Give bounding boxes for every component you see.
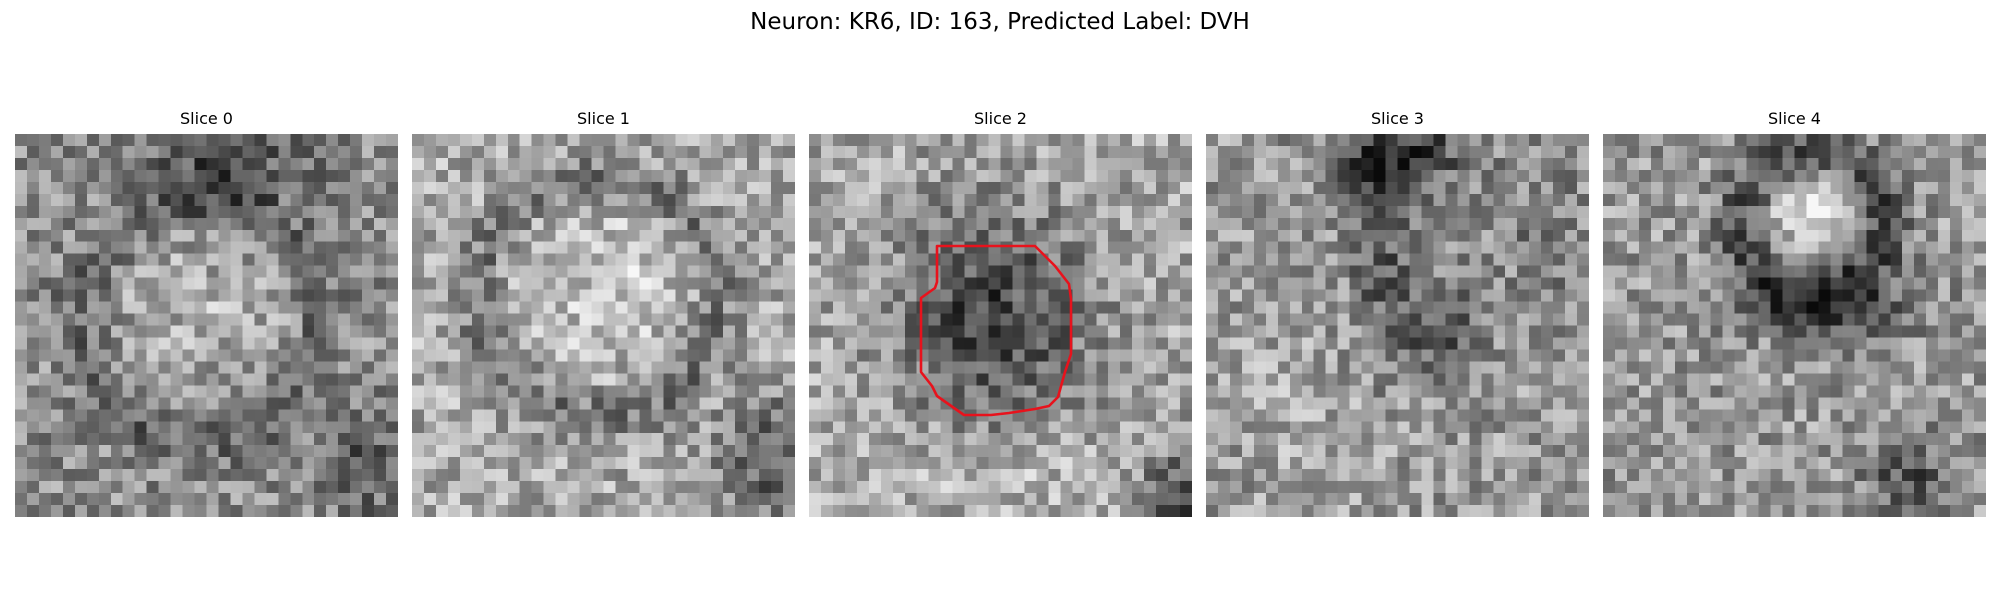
slice-panel-3: Slice 3: [1206, 108, 1589, 517]
figure-title: Neuron: KR6, ID: 163, Predicted Label: D…: [750, 9, 1250, 35]
slice-title: Slice 4: [1768, 109, 1821, 128]
slice-title: Slice 1: [577, 109, 630, 128]
slice-title: Slice 2: [974, 109, 1027, 128]
slice-panel-2: Slice 2: [809, 108, 1192, 517]
slice-panel-4: Slice 4: [1603, 108, 1986, 517]
slice-title: Slice 3: [1371, 109, 1424, 128]
slice-panel-0: Slice 0: [15, 108, 398, 517]
slice-image: [809, 134, 1192, 517]
slice-image: [412, 134, 795, 517]
slice-panel-1: Slice 1: [412, 108, 795, 517]
slice-image: [1206, 134, 1589, 517]
slice-image: [15, 134, 398, 517]
slice-image: [1603, 134, 1986, 517]
slice-title: Slice 0: [180, 109, 233, 128]
